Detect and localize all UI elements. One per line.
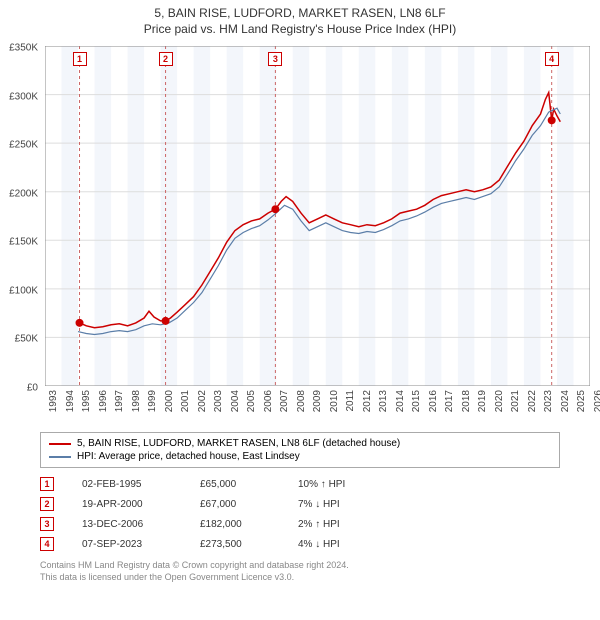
chart-svg [45, 46, 590, 386]
sale-price: £65,000 [200, 479, 270, 490]
sale-row-marker: 2 [40, 497, 54, 511]
legend-swatch [49, 456, 71, 458]
x-tick-label: 2013 [378, 390, 389, 412]
footer-line1: Contains HM Land Registry data © Crown c… [40, 560, 560, 572]
sale-row-marker: 3 [40, 517, 54, 531]
x-tick-label: 2004 [230, 390, 241, 412]
x-tick-label: 2011 [345, 390, 356, 412]
y-tick-label: £300K [9, 91, 38, 102]
x-tick-label: 1996 [98, 390, 109, 412]
x-tick-label: 2005 [246, 390, 257, 412]
legend-item: HPI: Average price, detached house, East… [49, 450, 551, 463]
sale-row: 3 13-DEC-2006 £182,000 2% ↑ HPI [40, 514, 560, 534]
x-tick-label: 2002 [197, 390, 208, 412]
chart-area: 1 2 3 4 [45, 46, 590, 386]
chart-header: 5, BAIN RISE, LUDFORD, MARKET RASEN, LN8… [0, 0, 600, 38]
y-tick-label: £150K [9, 237, 38, 248]
x-tick-label: 2006 [263, 390, 274, 412]
sale-date: 13-DEC-2006 [82, 519, 172, 530]
x-tick-label: 1995 [81, 390, 92, 412]
x-tick-label: 1993 [48, 390, 59, 412]
sale-pct: 2% ↑ HPI [298, 519, 388, 530]
x-tick-label: 2001 [180, 390, 191, 412]
legend-swatch [49, 443, 71, 445]
y-tick-label: £0 [27, 383, 38, 394]
y-tick-label: £50K [15, 334, 38, 345]
sale-marker-flag: 1 [73, 52, 87, 66]
y-tick-label: £100K [9, 285, 38, 296]
x-tick-label: 2017 [444, 390, 455, 412]
x-tick-label: 2022 [527, 390, 538, 412]
x-tick-label: 2008 [296, 390, 307, 412]
sale-row: 4 07-SEP-2023 £273,500 4% ↓ HPI [40, 534, 560, 554]
sale-marker-flag: 4 [545, 52, 559, 66]
x-tick-label: 2007 [279, 390, 290, 412]
x-tick-label: 1999 [147, 390, 158, 412]
y-tick-label: £350K [9, 43, 38, 54]
y-axis-labels: £0£50K£100K£150K£200K£250K£300K£350K [0, 48, 42, 388]
x-tick-label: 2018 [461, 390, 472, 412]
x-tick-label: 2012 [362, 390, 373, 412]
x-tick-label: 2021 [510, 390, 521, 412]
x-tick-label: 2020 [494, 390, 505, 412]
footer: Contains HM Land Registry data © Crown c… [40, 560, 560, 583]
x-tick-label: 2015 [411, 390, 422, 412]
legend-item: 5, BAIN RISE, LUDFORD, MARKET RASEN, LN8… [49, 437, 551, 450]
sale-date: 02-FEB-1995 [82, 479, 172, 490]
x-tick-label: 2019 [477, 390, 488, 412]
x-tick-label: 1998 [131, 390, 142, 412]
sale-row-marker: 4 [40, 537, 54, 551]
x-tick-label: 2010 [329, 390, 340, 412]
x-tick-label: 1997 [114, 390, 125, 412]
chart-subtitle: Price paid vs. HM Land Registry's House … [0, 22, 600, 36]
sale-pct: 7% ↓ HPI [298, 499, 388, 510]
sale-marker-flag: 2 [159, 52, 173, 66]
sale-date: 07-SEP-2023 [82, 539, 172, 550]
sale-row: 2 19-APR-2000 £67,000 7% ↓ HPI [40, 494, 560, 514]
x-tick-label: 2026 [593, 390, 600, 412]
x-tick-label: 2009 [312, 390, 323, 412]
sales-table: 1 02-FEB-1995 £65,000 10% ↑ HPI 2 19-APR… [40, 474, 560, 554]
sale-row: 1 02-FEB-1995 £65,000 10% ↑ HPI [40, 474, 560, 494]
x-tick-label: 2023 [543, 390, 554, 412]
x-tick-label: 2014 [395, 390, 406, 412]
x-tick-label: 2025 [576, 390, 587, 412]
sale-date: 19-APR-2000 [82, 499, 172, 510]
sale-price: £67,000 [200, 499, 270, 510]
x-tick-label: 2016 [428, 390, 439, 412]
chart-title: 5, BAIN RISE, LUDFORD, MARKET RASEN, LN8… [0, 6, 600, 20]
legend: 5, BAIN RISE, LUDFORD, MARKET RASEN, LN8… [40, 432, 560, 468]
x-tick-label: 2024 [560, 390, 571, 412]
y-tick-label: £250K [9, 140, 38, 151]
x-tick-label: 2003 [213, 390, 224, 412]
legend-label: 5, BAIN RISE, LUDFORD, MARKET RASEN, LN8… [77, 438, 400, 449]
legend-label: HPI: Average price, detached house, East… [77, 451, 300, 462]
sale-pct: 10% ↑ HPI [298, 479, 388, 490]
footer-line2: This data is licensed under the Open Gov… [40, 572, 560, 584]
x-axis-labels: 1993 1994 1995 1996 1997 1998 1999 2000 2001 2002… [45, 386, 590, 426]
sale-price: £273,500 [200, 539, 270, 550]
x-tick-label: 1994 [65, 390, 76, 412]
sale-marker-flag: 3 [268, 52, 282, 66]
y-tick-label: £200K [9, 188, 38, 199]
sale-row-marker: 1 [40, 477, 54, 491]
sale-pct: 4% ↓ HPI [298, 539, 388, 550]
x-tick-label: 2000 [164, 390, 175, 412]
sale-price: £182,000 [200, 519, 270, 530]
